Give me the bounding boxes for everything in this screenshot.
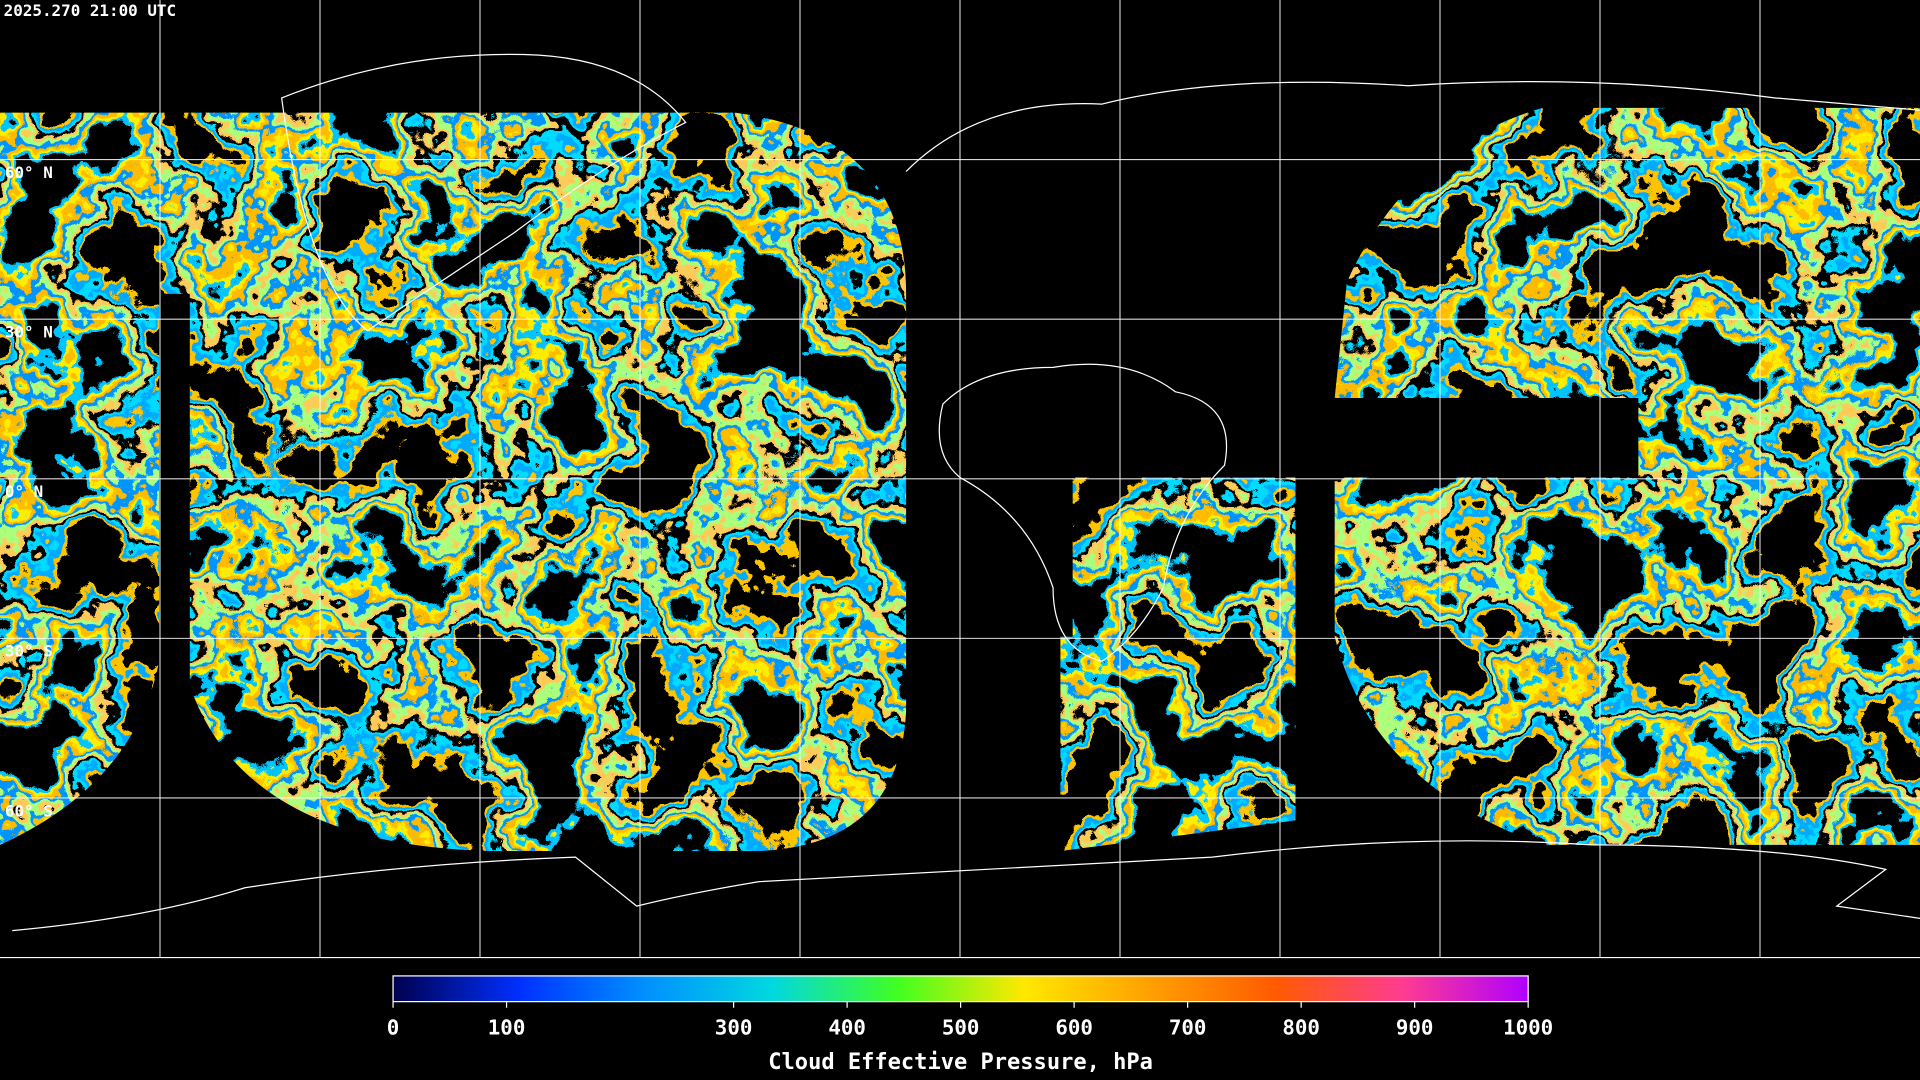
colorbar-tick-label: 900 (1396, 1016, 1434, 1040)
colorbar-tick-label: 600 (1055, 1016, 1093, 1040)
colorbar-tick-label: 1000 (1503, 1016, 1553, 1040)
latitude-label: 0° N (5, 482, 43, 501)
graticule (0, 0, 1920, 958)
timestamp: 2025.270 21:00 UTC (4, 1, 176, 20)
colorbar-tick-label: 400 (828, 1016, 866, 1040)
colorbar-tick-label: 500 (942, 1016, 980, 1040)
colorbar-bar (392, 975, 1529, 1003)
latitude-label: 60° N (5, 163, 53, 182)
latitude-label: 60° S (5, 801, 53, 820)
latitude-label: 30° S (5, 642, 53, 661)
colorbar-tick-label: 100 (488, 1016, 526, 1040)
coastlines (12, 53, 1920, 932)
latitude-label: 30° N (5, 323, 53, 342)
colorbar-tick-label: 800 (1282, 1016, 1320, 1040)
colorbar-tick-label: 700 (1169, 1016, 1207, 1040)
colorbar-tick-label: 300 (715, 1016, 753, 1040)
colorbar-title: Cloud Effective Pressure, hPa (768, 1050, 1153, 1075)
colorbar-tick-label: 0 (387, 1016, 400, 1040)
colorbar: 0 100 300 400 500 600 700 800 900 1000 Cloud Effec… (387, 975, 1553, 1075)
